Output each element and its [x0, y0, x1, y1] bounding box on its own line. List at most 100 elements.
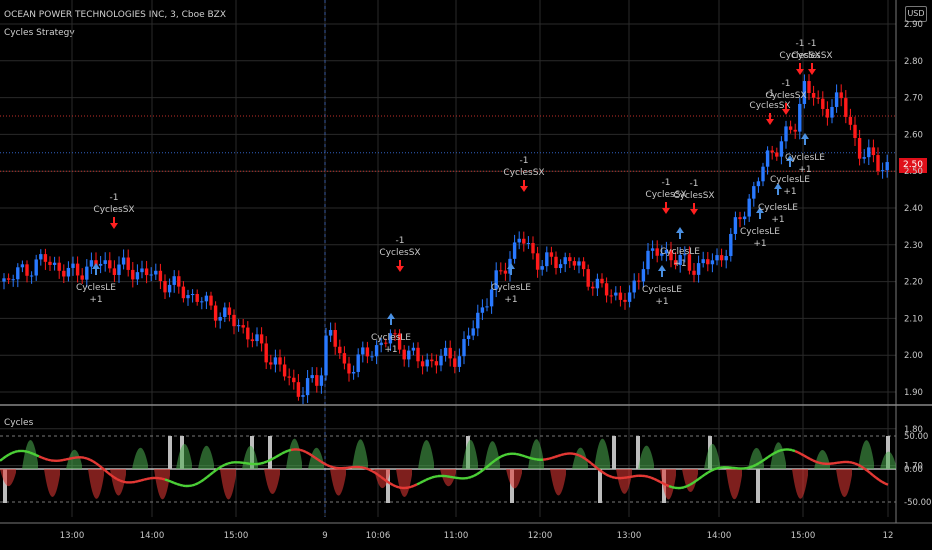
signal-qty: +1	[384, 345, 397, 355]
oscillator-line	[392, 483, 397, 488]
price-tick-label: 1.80	[904, 425, 923, 435]
oscillator-line	[590, 462, 595, 467]
currency-button[interactable]: USD	[905, 6, 927, 22]
candle-body	[2, 278, 6, 282]
signal-qty: -1	[520, 156, 529, 166]
candle-body	[425, 359, 429, 367]
signal-label: CyclesLE	[785, 153, 825, 163]
cycle-bar	[598, 469, 602, 503]
oscillator-line	[881, 480, 886, 485]
oscillator-line	[314, 456, 319, 461]
candle-body	[779, 141, 784, 157]
candle-body	[568, 257, 572, 262]
cycle-wave	[726, 469, 742, 500]
candle-body	[301, 395, 305, 397]
cycle-wave	[792, 469, 808, 499]
oscillator-line	[797, 451, 802, 455]
oscillator-line	[629, 475, 634, 479]
signal-label: CyclesLE	[758, 203, 798, 213]
oscillator-line	[98, 464, 103, 469]
candle-body	[650, 248, 655, 251]
oscillator-line	[209, 471, 214, 476]
candle-body	[103, 260, 107, 264]
oscillator-line	[410, 484, 415, 488]
oscillator-line	[452, 476, 457, 480]
oscillator-line	[161, 477, 166, 481]
oscillator-line	[800, 452, 805, 457]
signal-qty: +1	[783, 187, 796, 197]
oscillator-line	[710, 468, 715, 472]
oscillator-line	[422, 478, 427, 483]
oscillator-line	[563, 452, 568, 456]
candle-body	[499, 270, 503, 272]
oscillator-line	[221, 463, 226, 468]
oscillator-line	[134, 480, 139, 484]
signal-label: CyclesLE	[770, 175, 810, 185]
candle-body	[393, 333, 397, 335]
candle-body	[655, 248, 659, 256]
oscillator-line	[578, 454, 583, 458]
candle-body	[706, 259, 710, 265]
cycle-wave	[660, 469, 676, 500]
oscillator-line	[713, 467, 718, 471]
oscillator-line	[812, 459, 817, 463]
candle-body	[287, 376, 291, 378]
candle-body	[526, 243, 531, 245]
oscillator-line	[809, 457, 814, 462]
candle-body	[811, 92, 816, 98]
oscillator-line	[866, 469, 871, 474]
candle-body	[756, 181, 761, 187]
oscillator-line	[770, 452, 775, 457]
oscillator-line	[479, 469, 484, 474]
candle-body	[876, 155, 880, 172]
oscillator-line	[47, 458, 52, 462]
cycle-wave	[616, 469, 632, 494]
candle-body	[880, 170, 885, 172]
oscillator-line	[692, 479, 697, 484]
exit-arrow-icon	[796, 63, 804, 75]
oscillator-line	[368, 468, 373, 473]
entry-arrow-icon	[507, 263, 515, 275]
oscillator-line	[413, 483, 418, 487]
oscillator-line	[581, 455, 586, 460]
candle-body	[834, 92, 839, 107]
candle-body	[177, 276, 181, 287]
candle-body	[121, 257, 126, 265]
candle-body	[830, 106, 834, 118]
oscillator-line	[689, 481, 694, 486]
oscillator-line	[560, 453, 565, 457]
candle-body	[126, 257, 130, 270]
candle-body	[264, 343, 268, 363]
candle-body	[282, 364, 287, 377]
candle-body	[848, 116, 853, 125]
oscillator-line	[374, 471, 379, 476]
candle-body	[62, 270, 66, 277]
oscillator-line	[818, 461, 823, 465]
time-tick-label: 14:00	[707, 531, 732, 541]
candle-body	[246, 327, 250, 340]
candle-body	[296, 382, 301, 397]
oscillator-line	[287, 448, 292, 452]
cycle-wave	[110, 469, 126, 496]
oscillator-line	[878, 478, 883, 483]
oscillator-line	[779, 448, 784, 452]
candle-body	[218, 317, 222, 321]
signal-qty: +1	[753, 239, 766, 249]
oscillator-line	[377, 473, 382, 478]
candle-body	[453, 358, 457, 367]
candle-body	[793, 129, 797, 132]
oscillator-line	[653, 477, 658, 482]
candle-body	[439, 355, 443, 366]
oscillator-line	[611, 475, 616, 479]
candle-body	[338, 346, 342, 354]
price-tick-label: 1.90	[904, 388, 923, 398]
candle-body	[494, 270, 498, 290]
oscillator-line	[647, 475, 652, 479]
oscillator-line	[176, 482, 181, 487]
candle-body	[627, 292, 632, 302]
oscillator-line	[269, 457, 274, 462]
signal-label: CyclesLE	[740, 227, 780, 237]
candle-body	[457, 356, 462, 367]
candle-body	[853, 124, 857, 138]
